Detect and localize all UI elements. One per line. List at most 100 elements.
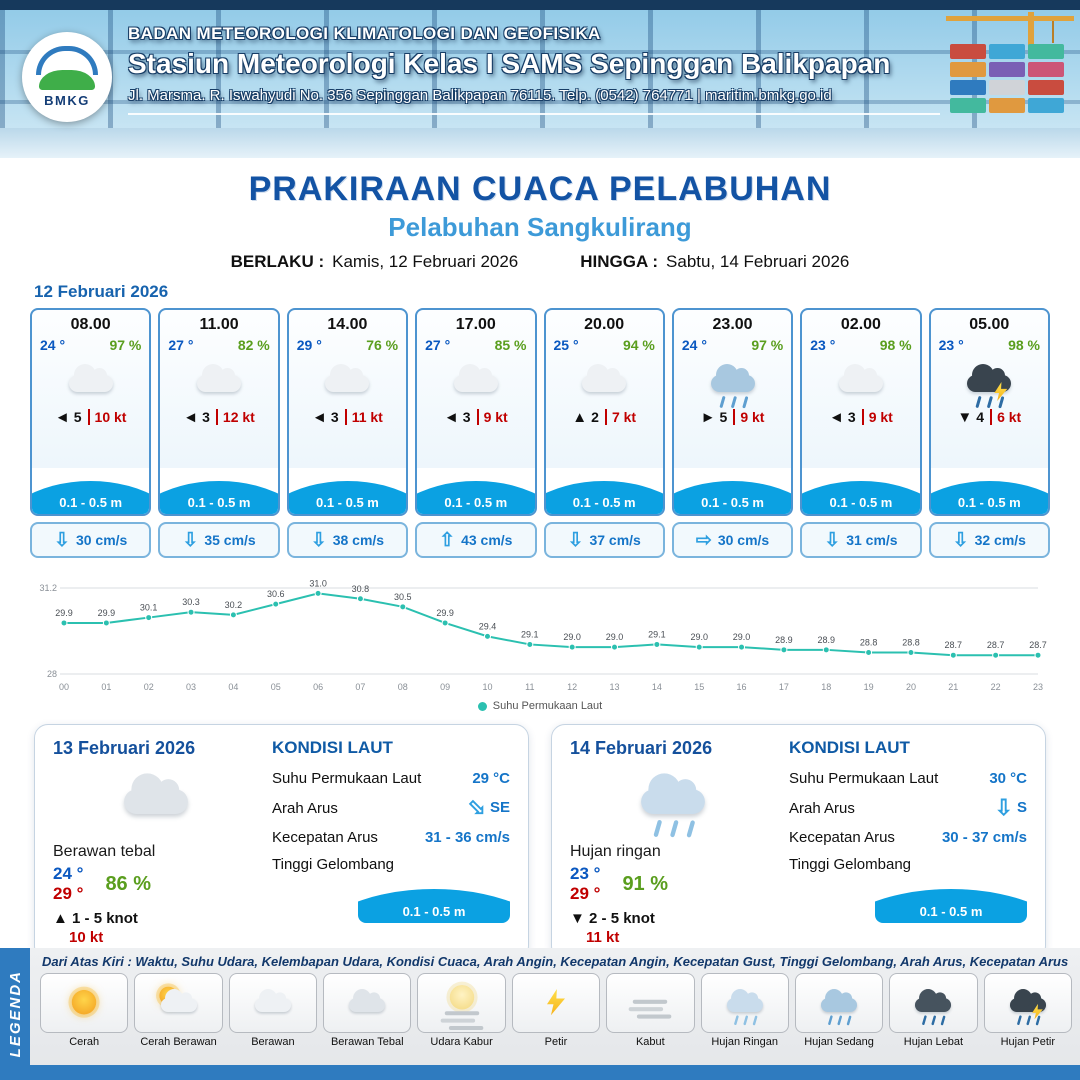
svg-text:30.2: 30.2 — [225, 600, 243, 610]
forecast-time: 05.00 — [969, 316, 1010, 333]
wind-speed: 5 — [73, 409, 82, 425]
current-box: ⇩ 32 cm/s — [928, 522, 1050, 558]
wind-gust: 10 kt — [69, 929, 104, 946]
svg-text:30.1: 30.1 — [140, 603, 158, 613]
current-speed-label: Kecepatan Arus — [789, 829, 895, 846]
port-floor — [0, 128, 1080, 158]
crane-mast-icon — [1028, 12, 1034, 58]
medium-rain-icon — [813, 982, 865, 1026]
wave-height: 0.1 - 0.5 m — [402, 904, 466, 919]
sst-value: 30 °C — [989, 770, 1027, 787]
current-speed: 32 cm/s — [974, 532, 1026, 548]
svg-text:10: 10 — [482, 682, 492, 692]
humidity: 82 % — [237, 337, 270, 353]
svg-text:08: 08 — [398, 682, 408, 692]
air-temp: 24 ° — [40, 337, 66, 353]
forecast-card: 17.00 27 ° 85 % ◄ 3 9 kt 0.1 - 0.5 m — [415, 308, 537, 516]
wave-height: 0.1 - 0.5 m — [59, 495, 123, 510]
svg-text:30.3: 30.3 — [182, 597, 200, 607]
weather-icon — [444, 355, 508, 407]
forecast-time: 11.00 — [199, 316, 239, 333]
svg-text:21: 21 — [948, 682, 958, 692]
thick-cloud-icon — [341, 982, 393, 1025]
svg-text:15: 15 — [694, 682, 704, 692]
wind-speed: 2 - 5 knot — [589, 910, 655, 927]
logo-text: BMKG — [44, 93, 90, 108]
forecast-time: 17.00 — [455, 316, 496, 333]
temp-max: 29 ° — [53, 884, 84, 903]
svg-text:29.9: 29.9 — [55, 608, 73, 618]
thunderstorm-icon — [1002, 982, 1054, 1026]
wave-band: 0.1 - 0.5 m — [545, 468, 663, 514]
org-name: BADAN METEOROLOGI KLIMATOLOGI DAN GEOFIS… — [128, 24, 601, 43]
day-card: 14 Februari 2026 Hujan ringan 23 ° 91 % … — [551, 724, 1046, 960]
legend-dot-icon — [477, 701, 487, 711]
current-speed: 35 cm/s — [204, 532, 256, 548]
current-box: ⇩ 37 cm/s — [543, 522, 665, 558]
legend-item: Petir — [511, 973, 601, 1048]
svg-text:23: 23 — [1033, 682, 1043, 692]
wind-gust: 6 kt — [990, 409, 1021, 425]
cloud-icon — [247, 982, 299, 1025]
svg-text:19: 19 — [864, 682, 874, 692]
svg-text:07: 07 — [355, 682, 365, 692]
wind-gust: 9 kt — [733, 409, 764, 425]
forecast-card: 05.00 23 ° 98 % ▼ 4 6 kt 0.1 - 0.5 m — [928, 308, 1050, 516]
forecast-column: 14.00 29 ° 76 % ◄ 3 11 kt 0.1 - 0.5 m ⇩ 38 c… — [286, 308, 409, 558]
wave-band: 0.1 - 0.5 m — [358, 877, 510, 923]
weather-condition: Berawan tebal — [53, 843, 156, 860]
forecast-card: 23.00 24 ° 97 % ► 5 9 kt 0.1 - 0.5 m — [671, 308, 794, 516]
air-temp: 25 ° — [553, 337, 579, 353]
page-title: PRAKIRAAN CUACA PELABUHAN — [248, 170, 832, 208]
header-top-bar — [0, 0, 1080, 10]
svg-text:28.9: 28.9 — [817, 635, 835, 645]
svg-text:12: 12 — [567, 682, 577, 692]
svg-text:29.9: 29.9 — [98, 608, 116, 618]
header-banner: BMKG BADAN METEOROLOGI KLIMATOLOGI DAN G… — [0, 0, 1080, 158]
forecast-card: 20.00 25 ° 94 % ▲ 2 7 kt 0.1 - 0.5 m — [543, 308, 665, 516]
legend-item: Udara Kabur — [417, 973, 506, 1048]
weather-icon — [701, 355, 765, 409]
heavy-rain-icon — [907, 982, 959, 1026]
svg-text:29.4: 29.4 — [479, 621, 497, 631]
bmkg-logo: BMKG — [22, 32, 112, 122]
air-temp: 23 ° — [810, 337, 836, 353]
svg-text:00: 00 — [59, 682, 69, 692]
svg-text:28.7: 28.7 — [1029, 640, 1047, 650]
sst-label: Suhu Permukaan Laut — [789, 770, 939, 787]
wave-height: 0.1 - 0.5 m — [919, 904, 983, 919]
wind-direction-arrow: ▼ — [957, 408, 973, 426]
current-direction: S — [1016, 798, 1027, 816]
hingga-value: Sabtu, 14 Februari 2026 — [666, 252, 850, 271]
svg-text:06: 06 — [313, 682, 323, 692]
station-name: Stasiun Meteorologi Kelas I SAMS Sepingg… — [128, 48, 891, 79]
light-rain-icon — [718, 982, 770, 1026]
haze-icon — [435, 982, 487, 1025]
current-direction-arrow: ⇩ — [310, 529, 327, 551]
svg-text:30.6: 30.6 — [267, 589, 285, 599]
wave-band: 0.1 - 0.5 m — [875, 877, 1027, 923]
current-box: ⇩ 30 cm/s — [30, 522, 152, 558]
svg-text:05: 05 — [271, 682, 281, 692]
forecast-card-row: 08.00 24 ° 97 % ◄ 5 10 kt 0.1 - 0.5 m ⇩ 30 c… — [0, 308, 1080, 558]
wind-gust: 10 kt — [87, 409, 126, 425]
svg-text:18: 18 — [821, 682, 831, 692]
humidity: 97 % — [751, 337, 784, 353]
wind-gust: 12 kt — [215, 409, 255, 425]
wind-direction-arrow: ► — [700, 408, 716, 426]
forecast-time: 02.00 — [840, 316, 881, 333]
humidity: 94 % — [622, 337, 655, 353]
weather-icon — [626, 760, 719, 838]
forecast-column: 08.00 24 ° 97 % ◄ 5 10 kt 0.1 - 0.5 m ⇩ 30 c… — [30, 308, 152, 558]
weather-icon — [957, 355, 1021, 409]
temp-max: 29 ° — [570, 884, 601, 903]
current-dir-label: Arah Arus — [789, 799, 855, 817]
humidity: 98 % — [1008, 337, 1040, 353]
sst-value: 29 °C — [472, 770, 510, 787]
wave-height: 0.1 - 0.5 m — [829, 495, 893, 510]
wind-direction-arrow: ▲ — [53, 910, 68, 927]
svg-text:22: 22 — [991, 682, 1001, 692]
svg-text:28.9: 28.9 — [775, 635, 793, 645]
humidity: 97 % — [109, 337, 142, 353]
